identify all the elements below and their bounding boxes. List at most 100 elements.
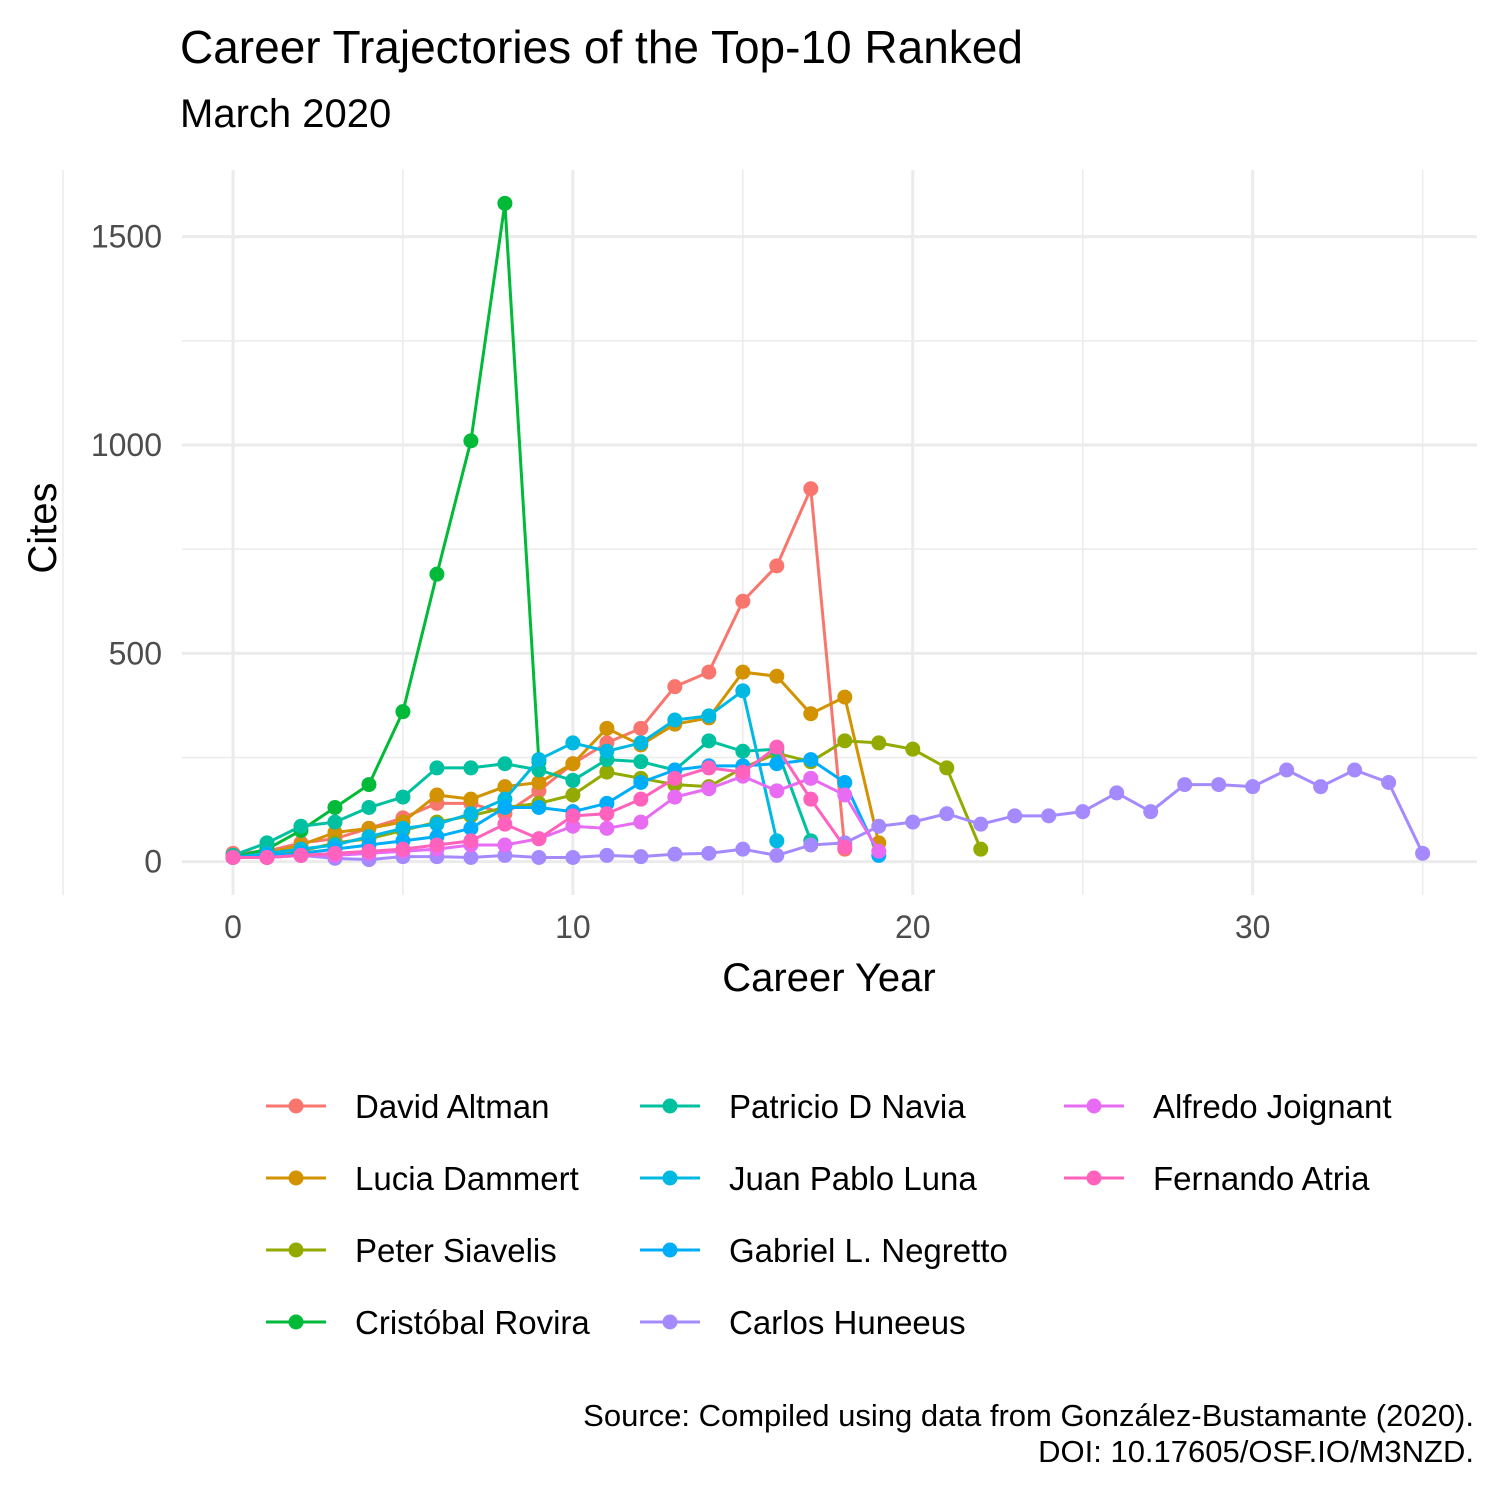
chart-plot: 0 500 1000 1500 0 10 20 30 Career Year Cites D… (21, 170, 1477, 1341)
data-point (871, 843, 887, 859)
data-point (667, 712, 683, 728)
legend-key-point (662, 1242, 678, 1258)
data-point (599, 795, 615, 811)
data-point (1211, 777, 1227, 793)
x-tick-label: 10 (555, 909, 591, 945)
data-point (973, 841, 989, 857)
legend-label: Gabriel L. Negretto (729, 1232, 1008, 1269)
data-point (565, 787, 581, 803)
legend-label: Carlos Huneeus (729, 1304, 966, 1341)
data-point (1075, 804, 1091, 820)
data-point (735, 743, 751, 759)
legend-label: Fernando Atria (1153, 1160, 1370, 1197)
data-point (803, 706, 819, 722)
legend-key-point (1086, 1098, 1102, 1114)
data-point (1313, 779, 1329, 795)
legend-item: Peter Siavelis (266, 1232, 557, 1269)
data-point (837, 733, 853, 749)
y-axis-label: Cites (21, 482, 65, 573)
caption-line-1: Source: Compiled using data from Gonzále… (583, 1398, 1474, 1433)
data-point (769, 833, 785, 849)
data-point (293, 847, 309, 863)
data-point (701, 664, 717, 680)
series-patricio-d-navia (225, 733, 819, 863)
data-point (497, 756, 513, 772)
data-point (667, 846, 683, 862)
data-point (259, 850, 275, 865)
data-point (633, 849, 649, 865)
data-point (463, 833, 479, 849)
data-point (463, 433, 479, 449)
data-point (701, 781, 717, 797)
x-axis-label: Career Year (722, 956, 935, 1000)
data-point (803, 837, 819, 853)
data-point (361, 843, 377, 859)
data-point (633, 754, 649, 770)
series-fernando-atria (225, 739, 853, 865)
data-point (769, 739, 785, 755)
data-point (429, 760, 445, 776)
data-point (361, 777, 377, 793)
data-point (531, 850, 547, 865)
data-point (327, 800, 343, 815)
x-tick-labels: 0 10 20 30 (224, 909, 1270, 945)
data-point (905, 814, 921, 830)
data-point (1245, 779, 1261, 795)
data-point (1279, 762, 1295, 778)
data-point (1143, 804, 1159, 820)
data-point (497, 800, 513, 815)
data-point (769, 668, 785, 684)
data-point (701, 760, 717, 776)
legend-item: Juan Pablo Luna (640, 1160, 977, 1197)
data-point (633, 791, 649, 807)
data-point (327, 825, 343, 840)
legend-label: Alfredo Joignant (1153, 1088, 1392, 1125)
legend-key-point (662, 1170, 678, 1186)
data-point (667, 789, 683, 805)
data-point (599, 820, 615, 836)
chart-title: Career Trajectories of the Top-10 Ranked (180, 21, 1023, 73)
data-point (565, 756, 581, 772)
data-point (905, 741, 921, 757)
data-point (837, 775, 853, 790)
data-point (463, 760, 479, 776)
data-point (803, 791, 819, 807)
y-tick-label: 500 (109, 635, 162, 671)
data-point (259, 835, 275, 851)
data-point (633, 735, 649, 751)
data-point (871, 818, 887, 834)
legend-label: Cristóbal Rovira (355, 1304, 590, 1341)
legend-key-point (288, 1314, 304, 1330)
data-point (327, 814, 343, 830)
data-point (769, 756, 785, 772)
data-point (531, 775, 547, 790)
data-point (1415, 845, 1431, 861)
legend-key-point (662, 1098, 678, 1114)
data-point (497, 779, 513, 795)
data-point (1347, 762, 1363, 778)
data-point (1041, 808, 1057, 824)
data-point (735, 764, 751, 780)
data-point (497, 847, 513, 863)
data-point (565, 735, 581, 751)
data-point (531, 752, 547, 768)
series-layer (225, 195, 1431, 868)
y-tick-label: 0 (144, 844, 162, 880)
data-point (871, 735, 887, 751)
grid-lines (62, 170, 1477, 895)
data-point (429, 837, 445, 853)
x-tick-label: 20 (895, 909, 931, 945)
data-point (327, 845, 343, 861)
chart-subtitle: March 2020 (180, 92, 392, 136)
legend-label: Juan Pablo Luna (729, 1160, 977, 1197)
data-point (939, 806, 955, 822)
data-point (701, 708, 717, 724)
data-point (803, 770, 819, 786)
legend-item: Carlos Huneeus (640, 1304, 966, 1341)
x-tick-label: 0 (224, 909, 242, 945)
legend-label: Lucia Dammert (355, 1160, 579, 1197)
series-gabriel-l-negretto (225, 752, 887, 865)
data-point (769, 847, 785, 863)
data-point (735, 664, 751, 680)
data-point (1007, 808, 1023, 824)
